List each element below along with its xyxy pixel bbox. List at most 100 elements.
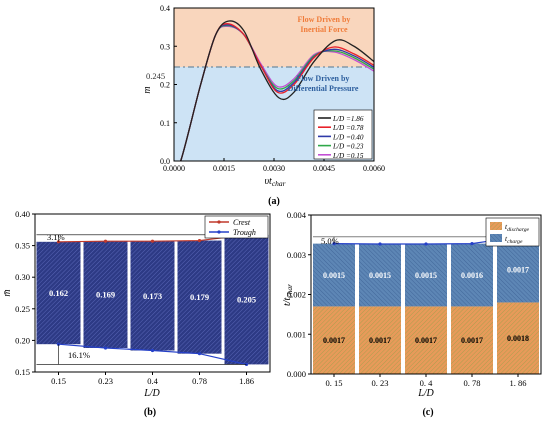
y-tick-label: 0.000 xyxy=(287,369,306,379)
y-tick-label: 0.4 xyxy=(160,4,170,13)
panel-b-xlabel: L/D xyxy=(143,388,160,399)
x-tick-label: 0.78 xyxy=(192,376,207,386)
y-tick-label: 0.25 xyxy=(15,304,30,314)
trough-point xyxy=(197,352,202,356)
x-tick-label: 0.23 xyxy=(98,376,113,386)
y-tick-label: 0.35 xyxy=(15,241,30,251)
panel-b-bars: 0.162 0.169 0.173 0.179 0.205 xyxy=(36,234,269,365)
legend-label: tcharge xyxy=(505,234,523,245)
x-tick-label: 0.0060 xyxy=(363,164,385,173)
legend-label: L/D =0.15 xyxy=(332,152,364,160)
bar-label: 0.0017 xyxy=(415,336,437,345)
panel-a-ylabel: m xyxy=(142,86,153,93)
x-tick-label: 0.4 xyxy=(147,376,158,386)
legend-label: L/D =0.23 xyxy=(332,143,364,151)
crest-point xyxy=(103,239,108,243)
bar-discharge xyxy=(497,302,539,374)
panel-a: 0.0000 0.0015 0.0030 0.0045 0.00600.00.10.20… xyxy=(142,4,385,207)
bar-label: 0.0017 xyxy=(507,266,529,275)
bar-label: 0.0016 xyxy=(461,271,483,280)
y-tick-label: 0.2 xyxy=(160,81,170,90)
y-tick-label: 0.002 xyxy=(287,290,306,300)
y-tick-label: 0.003 xyxy=(287,250,306,260)
bar-label: 0.0018 xyxy=(507,334,529,343)
legend-label: tdischarge xyxy=(505,222,530,233)
y-tick-label: 0.001 xyxy=(287,329,306,339)
x-tick-label: 0. 4 xyxy=(420,378,434,388)
panel-b-axes: 0.15 0.23 0.4 0.78 1.86 0.15 0.20 0.25 0.30 0.35 0… xyxy=(15,209,254,386)
pressure-label-line1: Flow Driven by xyxy=(297,74,350,83)
x-tick-label: 0. 23 xyxy=(372,378,389,388)
y-tick-label: 0.3 xyxy=(160,42,170,51)
x-tick-label: 0.0030 xyxy=(263,164,285,173)
panel-a-series xyxy=(174,20,374,161)
crest-point xyxy=(150,239,155,243)
bar-charge xyxy=(359,244,401,307)
y-tick-label: 0.004 xyxy=(287,210,307,220)
legend-label: L/D =0.78 xyxy=(332,124,364,132)
bar-label: 0.0015 xyxy=(415,271,437,280)
bar-charge xyxy=(313,243,355,307)
panel-a-xlabel: υtchar xyxy=(264,176,285,188)
total-point xyxy=(424,242,428,246)
series-line xyxy=(174,20,374,161)
bar-charge xyxy=(451,243,493,307)
bar-label: 0.173 xyxy=(143,291,162,301)
bar-label: 0.0017 xyxy=(323,336,345,345)
panel-b-ylabel: m̄ xyxy=(2,289,13,296)
panel-c-caption: (c) xyxy=(422,407,433,418)
bar-discharge xyxy=(359,306,401,374)
bar-label: 0.0015 xyxy=(369,271,391,280)
bar-label: 0.0017 xyxy=(369,336,391,345)
x-tick-label: 0.0045 xyxy=(313,164,335,173)
panel-b-caption: (b) xyxy=(144,407,156,418)
y-tick-label: 0.1 xyxy=(160,119,170,128)
legend-label: Trough xyxy=(233,228,256,237)
panel-b-diff-top: 3.1% xyxy=(47,232,65,242)
bar-label: 0.205 xyxy=(237,295,256,305)
x-tick-label: 0.15 xyxy=(51,376,66,386)
x-tick-label: 0.0015 xyxy=(213,164,235,173)
bar-label: 0.162 xyxy=(49,288,68,298)
panel-a-legend: L/D =1.86L/D =0.78L/D =0.40 L/D =0.23L/D … xyxy=(313,109,373,160)
panel-c-axes: 0. 15 0. 23 0. 4 0. 78 1. 86 0.000 0.001 0.002 0… xyxy=(287,210,527,388)
bar-discharge xyxy=(405,306,447,374)
bar-charge xyxy=(405,244,447,307)
panel-a-axes: 0.0000 0.0015 0.0030 0.0045 0.0060 0.0 0.1 0.2 0… xyxy=(160,4,385,173)
x-tick-label: 1. 86 xyxy=(510,378,527,388)
trough-point xyxy=(103,346,108,350)
legend-swatch xyxy=(490,222,502,230)
total-point xyxy=(470,242,474,246)
panel-c-diff-top: 5.0% xyxy=(321,236,339,246)
legend-label: L/D =0.40 xyxy=(332,133,364,141)
x-tick-label: 1.86 xyxy=(239,376,254,386)
pressure-label-line2: Differential Pressure xyxy=(288,84,359,93)
y-tick-label: 0.0 xyxy=(160,157,170,166)
crest-point xyxy=(197,238,202,243)
bar xyxy=(224,234,269,365)
x-tick-label: 0.0000 xyxy=(163,164,185,173)
panel-b: 0.162 0.169 0.173 0.179 0.205 0.15 0.23 0.4 0.7… xyxy=(2,209,271,418)
bar-discharge xyxy=(313,306,355,374)
panel-c-ylabel: t/tchar xyxy=(282,284,294,306)
y-tick-label: 0.40 xyxy=(15,209,30,219)
bar-label: 0.0017 xyxy=(461,336,483,345)
panel-c-bars: 0.0017 0.0015 0.0017 0.0015 0.0017 0.0015 0.00… xyxy=(313,236,539,374)
bar-charge xyxy=(497,236,539,303)
panel-c: 0.0017 0.0015 0.0017 0.0015 0.0017 0.0015 0.00… xyxy=(282,210,542,418)
panel-b-diff-bottom: 16.1% xyxy=(68,350,90,360)
bar-label: 0.179 xyxy=(190,292,209,302)
bar xyxy=(177,240,222,354)
legend-swatch xyxy=(490,234,502,242)
panel-a-caption: (a) xyxy=(268,196,280,207)
legend-label: L/D =1.86 xyxy=(332,115,364,123)
inertial-label-line1: Flow Driven by xyxy=(298,15,351,24)
bar xyxy=(130,241,175,351)
bar xyxy=(36,241,81,345)
legend-marker xyxy=(217,230,221,234)
y-tick-label: 0.15 xyxy=(15,367,30,377)
panel-b-lines xyxy=(36,233,249,367)
threshold-label: 0.245 xyxy=(146,71,165,81)
